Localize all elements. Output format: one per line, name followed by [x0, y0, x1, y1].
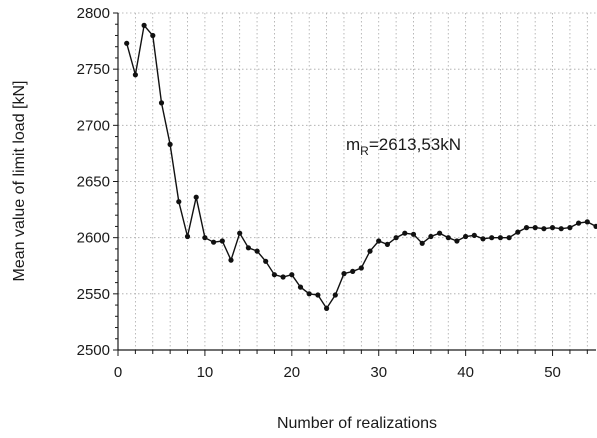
data-point — [593, 223, 597, 229]
data-point — [393, 235, 399, 241]
data-point — [410, 231, 417, 237]
data-point — [245, 245, 251, 251]
x-tick-label: 0 — [114, 364, 122, 381]
data-point — [558, 226, 564, 232]
x-tick-label: 20 — [283, 364, 300, 381]
y-tick-label: 2500 — [77, 342, 110, 359]
data-point — [445, 235, 451, 241]
data-point — [297, 284, 304, 290]
data-point — [489, 235, 495, 241]
data-point — [228, 257, 234, 263]
annotation-prefix: m — [346, 135, 360, 154]
annotation-value: =2613,53kN — [369, 135, 461, 154]
y-tick-label: 2550 — [77, 286, 110, 303]
data-point — [567, 225, 573, 231]
data-point — [289, 272, 295, 278]
data-point — [211, 239, 217, 245]
data-point — [497, 235, 503, 241]
data-point — [532, 225, 538, 231]
data-point — [506, 235, 512, 241]
x-tick-label: 40 — [457, 364, 474, 381]
data-point — [384, 241, 390, 247]
data-point — [315, 292, 321, 298]
annotation-subscript: R — [360, 144, 369, 158]
data-point — [263, 258, 269, 264]
ticks: 2500 2550 2600 2650 2700 2750 2800 0 10 20 30 40 50 — [77, 5, 588, 381]
data-point — [523, 225, 530, 231]
data-point — [158, 100, 165, 106]
x-tick-label: 30 — [370, 364, 387, 381]
data-point — [341, 271, 347, 277]
y-tick-label: 2700 — [77, 117, 110, 134]
data-point — [237, 230, 243, 236]
y-tick-label: 2800 — [77, 5, 110, 22]
data-point — [454, 238, 460, 244]
data-point — [480, 236, 486, 242]
data-point — [549, 225, 556, 231]
data-point — [324, 305, 330, 311]
y-axis-title: Mean value of limit load [kN] — [11, 81, 28, 282]
data-point — [167, 141, 173, 147]
data-point — [141, 22, 147, 28]
data-point — [367, 248, 373, 254]
data-point — [193, 194, 199, 200]
data-point — [584, 219, 590, 225]
data-point — [419, 240, 425, 246]
data-point — [280, 274, 286, 280]
series — [124, 22, 597, 311]
data-point — [202, 235, 208, 241]
data-point — [358, 265, 364, 271]
data-point — [463, 233, 469, 240]
x-tick-label: 50 — [544, 364, 561, 381]
data-point — [576, 220, 582, 226]
data-point — [437, 230, 443, 236]
data-point — [176, 199, 182, 205]
data-point — [402, 230, 408, 236]
data-point — [132, 72, 138, 78]
data-point — [471, 232, 477, 238]
y-tick-label: 2600 — [77, 230, 110, 247]
data-point — [254, 248, 260, 254]
data-point — [124, 40, 130, 46]
data-point — [271, 272, 277, 278]
data-point — [350, 268, 356, 274]
data-point — [428, 233, 434, 240]
data-point — [150, 32, 156, 39]
mean-annotation: mR=2613,53kN — [346, 135, 461, 158]
axes — [117, 13, 596, 351]
data-point — [332, 292, 338, 298]
data-point — [306, 291, 312, 297]
data-point — [515, 229, 521, 235]
y-tick-label: 2750 — [77, 61, 110, 78]
grid — [118, 12, 596, 350]
x-axis-title: Number of realizations — [277, 415, 437, 432]
data-point — [541, 226, 547, 232]
y-tick-label: 2650 — [77, 174, 110, 191]
data-point — [219, 238, 225, 244]
x-tick-label: 10 — [197, 364, 214, 381]
data-point — [376, 238, 382, 244]
data-point — [184, 233, 191, 240]
